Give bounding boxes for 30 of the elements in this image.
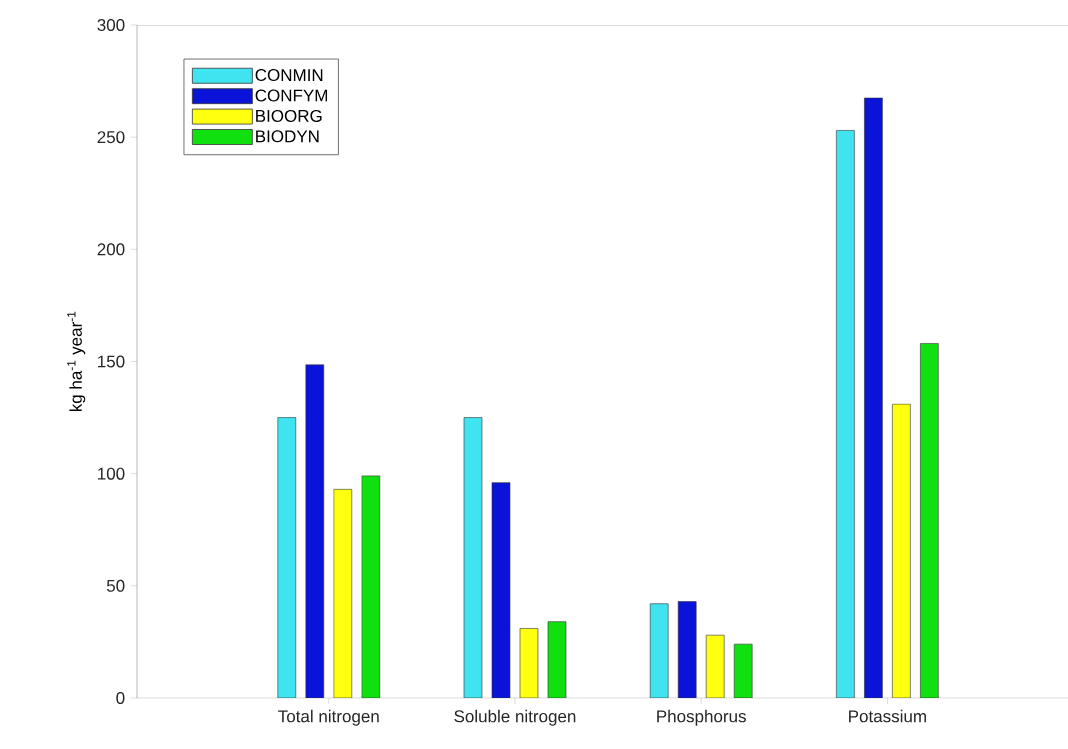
bar <box>705 634 725 698</box>
y-tick-label: 200 <box>97 243 125 256</box>
y-tick-label: 300 <box>97 18 125 32</box>
legend-label: CONMIN <box>255 69 323 82</box>
y-tick-label: 50 <box>106 579 125 592</box>
x-tick-label: Phosphorus <box>657 709 746 726</box>
bar <box>491 482 511 698</box>
bar <box>920 343 939 698</box>
y-axis-title: kg ha$^{-1}$ year$^{-1}$ <box>67 311 86 412</box>
x-tick-label: Potassium <box>849 709 926 723</box>
bar <box>677 601 697 698</box>
bar <box>333 489 353 698</box>
legend-label: BIODYN <box>256 130 319 143</box>
bar <box>892 403 911 698</box>
x-tick-label: Soluble nitrogen <box>454 709 576 726</box>
y-tick-label: 150 <box>98 355 125 368</box>
bar <box>836 130 855 698</box>
bar <box>733 643 753 698</box>
bar <box>864 97 883 698</box>
bar <box>361 475 381 698</box>
y-tick-label: 250 <box>97 131 125 144</box>
bar <box>305 364 325 698</box>
legend-label: CONFYM <box>255 89 328 102</box>
bar <box>649 603 669 698</box>
bar <box>277 417 297 698</box>
y-tick-label: 0 <box>116 691 125 705</box>
y-tick-label: 100 <box>98 467 125 480</box>
bar <box>463 417 483 698</box>
legend-label: BIOORG <box>256 109 322 122</box>
x-tick-label: Total nitrogen <box>278 709 379 726</box>
